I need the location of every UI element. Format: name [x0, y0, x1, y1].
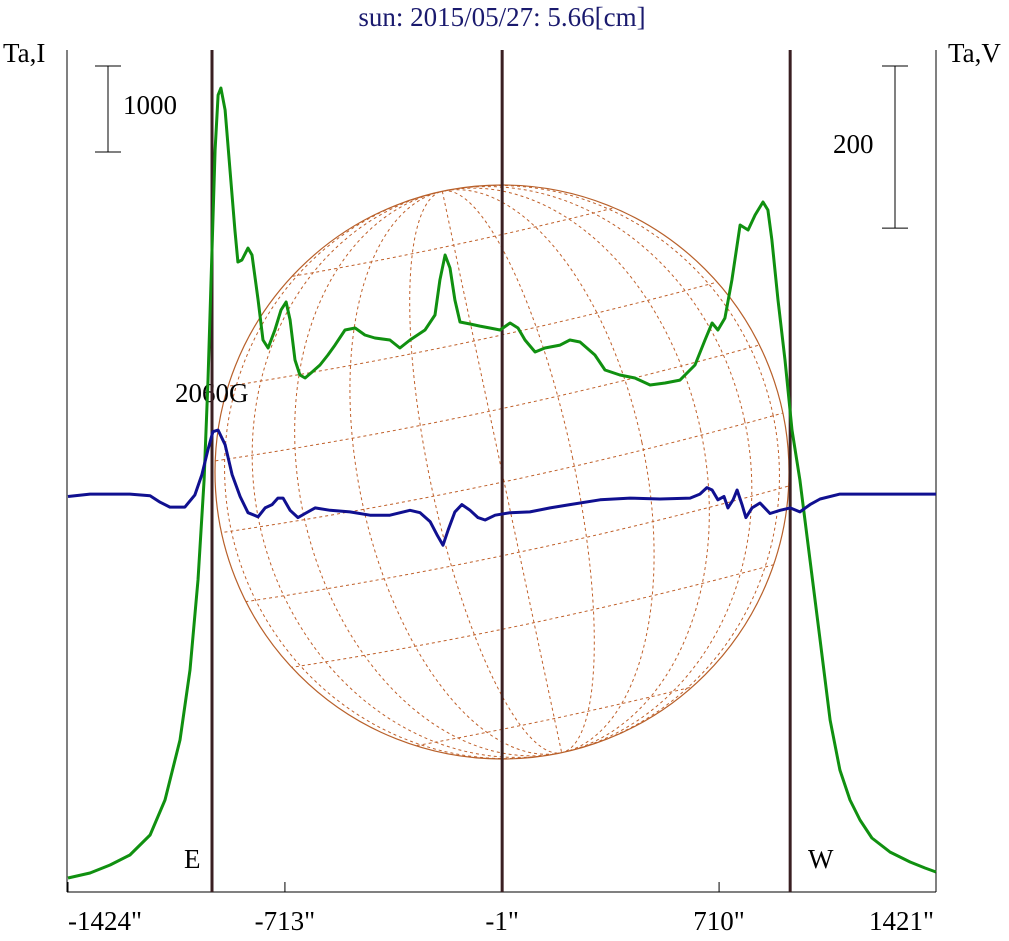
y2-scale-bar — [882, 65, 908, 229]
x-tick-label: 1421" — [869, 906, 934, 936]
x-tick-label: -1424" — [68, 906, 142, 936]
annotation: E — [184, 844, 201, 874]
x-tick-label: 710" — [693, 906, 745, 936]
y2-scale-bar-label: 200 — [833, 129, 874, 159]
series-line — [67, 86, 937, 880]
annotation: W — [808, 844, 834, 874]
y-scale-bar — [95, 65, 121, 153]
x-tick-label: -713" — [255, 906, 316, 936]
y-scale-bar-label: 1000 — [123, 90, 177, 120]
chart-title: sun: 2015/05/27: 5.66[cm] — [358, 2, 645, 32]
sun-disk — [161, 172, 843, 772]
y-axis-label: Ta,I — [3, 38, 45, 68]
y2-axis-label: Ta,V — [948, 38, 1001, 68]
x-tick-label: -1" — [485, 906, 519, 936]
series-line — [67, 428, 936, 547]
